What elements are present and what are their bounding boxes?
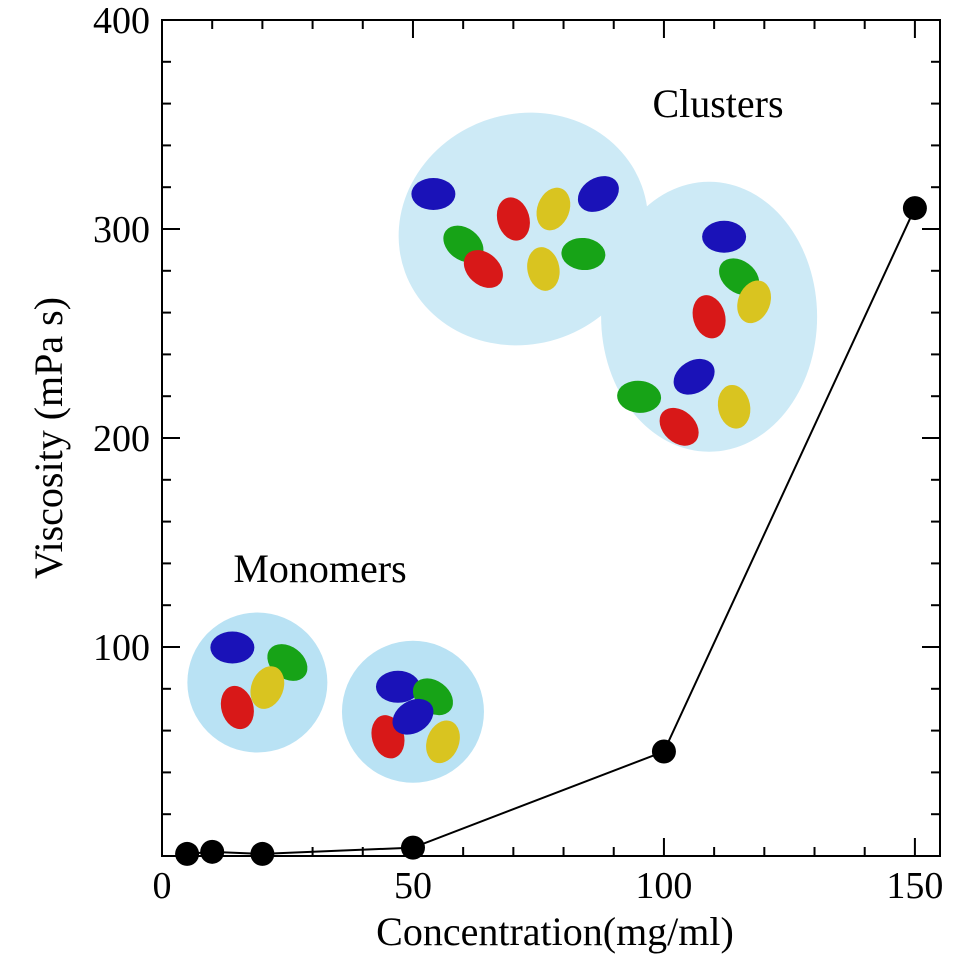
monomer-blob-left-domain-3 — [250, 666, 285, 709]
molecule-illustrations — [187, 112, 818, 783]
cluster-blob-upper-domain-3 — [536, 187, 571, 231]
monomer-blob-left-domain-2 — [220, 685, 254, 730]
monomer-blob-right-domain-0 — [375, 670, 420, 703]
cluster-blob-upper — [398, 112, 649, 346]
x-tick-label: 50 — [394, 865, 432, 907]
cluster-blob-right-domain-6 — [659, 407, 699, 446]
cluster-blob-upper-domain-4 — [577, 176, 619, 212]
cluster-blob-right-domain-4 — [673, 358, 715, 395]
annotation-clusters: Clusters — [652, 81, 783, 126]
cluster-blob-right-domain-3 — [737, 280, 771, 324]
cluster-blob-upper-domain-2 — [496, 197, 530, 241]
cluster-blob-upper-domain-6 — [463, 250, 503, 288]
cluster-blob-right-domain-5 — [617, 380, 662, 413]
annotation-monomers: Monomers — [233, 546, 406, 591]
cluster-blob-upper-domain-0 — [411, 178, 456, 210]
y-tick-label: 400 — [93, 0, 150, 42]
cluster-blob-upper-domain-5 — [561, 237, 606, 271]
x-tick-label: 0 — [153, 865, 172, 907]
data-point — [902, 196, 927, 221]
data-point — [250, 841, 275, 866]
cluster-blob-right-domain-0 — [702, 220, 747, 253]
cluster-blob-right — [601, 181, 818, 452]
y-tick-label: 200 — [93, 418, 150, 460]
data-point — [400, 835, 425, 860]
monomer-blob-left — [187, 612, 328, 753]
cluster-blob-right-domain-7 — [717, 384, 751, 429]
data-point — [175, 841, 200, 866]
x-tick-label: 150 — [886, 865, 943, 907]
y-axis-title: Viscosity (mPa s) — [26, 297, 71, 579]
cluster-blob-right-domain-2 — [692, 295, 726, 339]
series-layer — [175, 196, 927, 866]
data-point — [200, 839, 225, 864]
monomer-blob-right-domain-3 — [426, 720, 460, 764]
cluster-blob-upper-domain-7 — [527, 247, 560, 291]
tick-labels: 0 50 100 150 100 200 300 400 — [93, 0, 943, 907]
x-axis-title: Concentration(mg/ml) — [376, 909, 734, 954]
y-tick-label: 100 — [93, 627, 150, 669]
monomer-blob-left-domain-0 — [210, 631, 255, 664]
x-tick-label: 100 — [635, 865, 692, 907]
data-point — [651, 739, 676, 764]
monomer-blob-right-domain-4 — [392, 698, 434, 735]
monomer-blob-right — [341, 640, 484, 783]
y-tick-label: 300 — [93, 209, 150, 251]
